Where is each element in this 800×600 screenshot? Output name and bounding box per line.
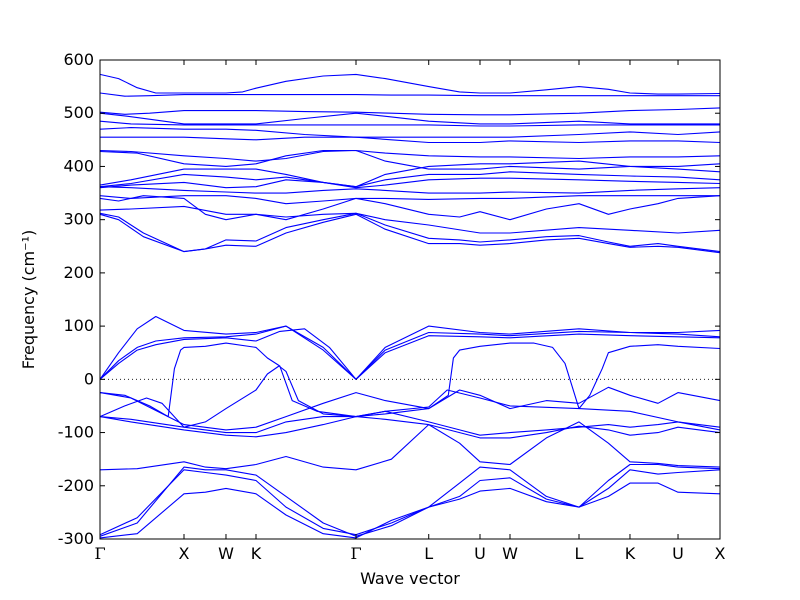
band-line-5 <box>99 120 720 127</box>
y-tick-label: 0 <box>84 369 94 388</box>
band-line-3 <box>99 107 721 116</box>
band-line-16 <box>99 205 721 234</box>
x-tick-label: Γ <box>94 544 105 563</box>
band-line-11 <box>99 171 721 188</box>
x-tick-label: W <box>502 544 518 563</box>
band-line-21 <box>99 328 721 380</box>
band-line-9 <box>99 149 721 170</box>
y-tick-label: -100 <box>58 423 94 442</box>
y-tick-label: 400 <box>63 156 94 175</box>
band-line-10 <box>99 160 721 188</box>
y-tick-label: 100 <box>63 316 94 335</box>
y-tick-label: 500 <box>63 103 94 122</box>
x-tick-label: K <box>251 544 262 563</box>
y-tick-label: -200 <box>58 476 94 495</box>
y-tick-label: 300 <box>63 210 94 229</box>
band-line-26 <box>99 416 721 439</box>
plot-lines <box>99 73 721 539</box>
band-line-27 <box>99 421 721 471</box>
band-line-7 <box>100 136 721 144</box>
band-line-4 <box>99 112 720 125</box>
band-line-20 <box>99 325 721 380</box>
band-line-8 <box>99 149 721 162</box>
plot-frame <box>99 59 721 540</box>
band-line-30 <box>99 482 721 539</box>
y-tick-label: 600 <box>63 50 94 69</box>
band-line-2 <box>99 92 720 97</box>
y-tick-label: -300 <box>58 529 94 548</box>
band-line-14 <box>99 195 720 205</box>
x-tick-label: W <box>218 544 234 563</box>
x-tick-label: L <box>424 544 433 563</box>
band-line-23 <box>99 365 721 428</box>
band-line-6 <box>99 127 721 138</box>
x-tick-label: L <box>575 544 584 563</box>
x-tick-label: K <box>625 544 636 563</box>
x-tick-label: U <box>672 544 684 563</box>
band-line-25 <box>99 410 721 436</box>
band-line-19 <box>99 315 721 380</box>
band-line-24 <box>99 386 721 431</box>
x-tick-label: Γ <box>350 544 361 563</box>
band-line-15 <box>99 195 721 221</box>
band-line-13 <box>99 186 721 194</box>
band-line-1 <box>99 73 721 95</box>
x-tick-label: U <box>474 544 486 563</box>
x-tick-label: X <box>715 544 726 563</box>
x-tick-label: X <box>179 544 190 563</box>
x-axis-label: Wave vector <box>360 569 460 588</box>
y-axis-label: Frequency (cm⁻¹) <box>19 230 38 369</box>
band-line-12 <box>99 177 721 189</box>
band-line-18 <box>99 213 721 254</box>
y-tick-label: 200 <box>63 263 94 282</box>
